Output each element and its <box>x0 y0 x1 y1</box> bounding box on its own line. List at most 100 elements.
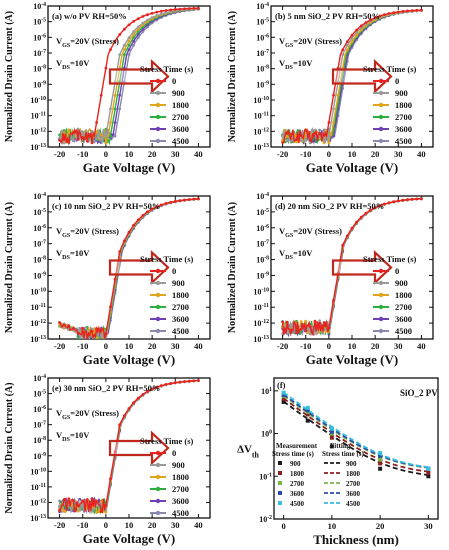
x-tick-label: 0 <box>327 341 331 351</box>
vds-annotation: VDS=10V <box>56 248 90 261</box>
marker-0 <box>327 326 331 330</box>
measurement-point-4500 <box>329 426 334 431</box>
legend-label-1800: 1800 <box>172 472 189 482</box>
marker-900 <box>99 335 103 339</box>
marker-0 <box>169 382 173 385</box>
marker-0 <box>369 208 372 212</box>
y-tick-label: 10-6 <box>33 405 46 414</box>
marker-900 <box>290 324 294 327</box>
x-tick-label: -20 <box>54 341 65 351</box>
panel-c: 10-410-510-610-710-810-910-1010-1110-121… <box>4 192 211 367</box>
marker-3600 <box>113 121 117 124</box>
curves <box>58 6 200 146</box>
marker-0 <box>123 414 126 418</box>
marker-0 <box>104 332 108 336</box>
marker-0 <box>304 128 308 132</box>
x-tick-label: 30 <box>424 521 433 531</box>
marker-1800 <box>299 320 303 323</box>
measurement-point-1800 <box>281 396 286 401</box>
x-tick-label: 20 <box>148 341 157 351</box>
fit-curve-4500 <box>283 391 429 469</box>
x-axis-label: Gate Voltage (V) <box>306 352 398 367</box>
marker-4500 <box>123 80 126 84</box>
marker-0 <box>387 201 391 205</box>
marker-1800 <box>295 140 298 144</box>
x-axis-label: Thickness (nm) <box>313 532 399 547</box>
y-tick-label: 10-9 <box>33 80 46 89</box>
marker-1800 <box>123 48 126 51</box>
marker-0 <box>132 20 136 23</box>
marker-0 <box>164 202 168 205</box>
marker-900 <box>123 43 126 47</box>
panel-b: 10-410-510-610-710-810-910-1010-1110-121… <box>227 2 434 175</box>
marker-0 <box>90 329 94 333</box>
vds-annotation: VDS=10V <box>279 248 313 261</box>
y-tick-label: 10-2 <box>259 515 272 524</box>
legend-label-900: 900 <box>172 88 185 98</box>
marker-0 <box>136 218 140 222</box>
marker-1800 <box>95 510 98 514</box>
marker-1800 <box>76 509 80 513</box>
legend-marker <box>155 450 161 456</box>
marker-0 <box>72 499 75 503</box>
measurement-point-900 <box>329 444 334 449</box>
y-tick-label: 10-8 <box>256 65 269 74</box>
legend-label-0: 0 <box>172 448 176 458</box>
y-tick-label: 10-12 <box>30 319 46 328</box>
legend-meas-label-3600: 3600 <box>290 490 305 498</box>
marker-0 <box>420 197 423 201</box>
marker-0 <box>373 206 377 210</box>
marker-0 <box>322 133 326 137</box>
legend-marker <box>155 486 161 492</box>
legend-meas-label-900: 900 <box>290 460 301 468</box>
marker-0 <box>173 199 177 203</box>
marker-0 <box>364 211 368 215</box>
marker-3600 <box>127 48 131 51</box>
x-tick-label: -10 <box>77 149 88 159</box>
x-tick-label: 0 <box>104 149 108 159</box>
marker-0 <box>290 328 294 332</box>
x-tick-label: 40 <box>194 520 203 530</box>
marker-900 <box>62 141 66 145</box>
marker-0 <box>420 8 423 12</box>
marker-0 <box>281 141 284 144</box>
y-tick-label: 10-6 <box>33 224 46 233</box>
marker-2700 <box>118 80 122 84</box>
y-tick-label: 10-8 <box>256 256 269 265</box>
marker-0 <box>109 305 112 309</box>
marker-0 <box>85 139 89 143</box>
marker-0 <box>146 210 149 214</box>
marker-0 <box>355 28 358 32</box>
marker-0 <box>76 137 80 141</box>
legend-label-900: 900 <box>395 278 408 288</box>
x-tick-label: 10 <box>125 149 134 159</box>
legend-label-0: 0 <box>395 266 399 276</box>
marker-0 <box>150 387 154 391</box>
marker-0 <box>160 9 163 13</box>
y-tick-label: 10-5 <box>256 208 269 217</box>
marker-0 <box>341 48 345 52</box>
y-tick-label: 10-11 <box>254 303 269 312</box>
x-tick-label: 30 <box>171 149 180 159</box>
marker-1800 <box>67 128 71 132</box>
legend-marker <box>155 126 161 132</box>
y-tick-label: 10-4 <box>256 192 269 201</box>
marker-900 <box>58 136 61 140</box>
marker-0 <box>396 199 400 203</box>
panel-title: (d) 20 nm SiO_2 PV RH=50% <box>275 201 384 211</box>
marker-0 <box>295 331 298 335</box>
legend-marker <box>155 138 161 144</box>
legend-marker <box>378 328 384 334</box>
legend-label-900: 900 <box>172 278 185 288</box>
legend-marker <box>155 280 161 286</box>
marker-0 <box>127 407 131 410</box>
marker-0 <box>104 66 108 70</box>
legend-meas-label-4500: 4500 <box>290 500 305 508</box>
y-tick-label: 10-13 <box>30 335 46 344</box>
marker-0 <box>299 134 303 137</box>
marker-0 <box>136 17 140 21</box>
marker-900 <box>318 319 321 323</box>
x-tick-label: 40 <box>417 149 426 159</box>
marker-0 <box>410 197 414 201</box>
legend-marker <box>155 268 161 274</box>
